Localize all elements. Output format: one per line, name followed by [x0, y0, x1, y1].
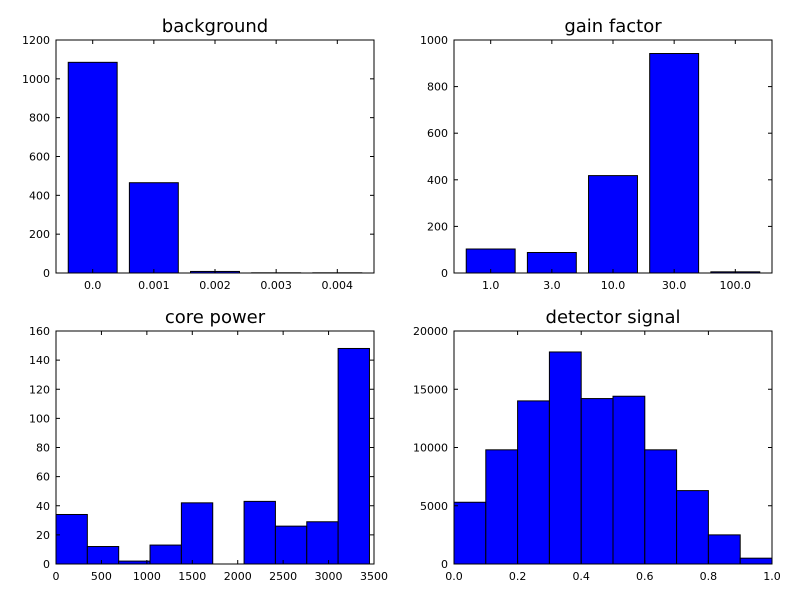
histogram-bin [180, 502, 214, 565]
x-tick-label: 3.0 [543, 279, 561, 292]
histogram-bin [274, 525, 308, 565]
x-tick-label: 1000 [133, 570, 161, 583]
bar-30.0 [649, 53, 700, 274]
plot-frame [55, 330, 375, 565]
y-tick-label: 0 [43, 558, 50, 571]
y-tick-label: 800 [29, 112, 50, 125]
histogram-bin [453, 501, 487, 565]
y-tick-label: 800 [427, 81, 448, 94]
x-tick-label: 10.0 [601, 279, 626, 292]
y-tick-label: 200 [29, 228, 50, 241]
plot-frame [453, 330, 773, 565]
y-tick-label: 120 [29, 383, 50, 396]
panel-gain-factor: gain factor 1.0 3.0 10.0 30.0 100.0 0 200 400 600… [420, 16, 773, 292]
chart-title: detector signal [546, 307, 681, 328]
y-tick-label: 200 [427, 220, 448, 233]
histogram-bin [517, 400, 550, 565]
y-tick-label: 140 [29, 354, 50, 367]
x-tick-label: 0.8 [700, 570, 718, 583]
x-tick-label: 0.0 [445, 570, 463, 583]
histogram-bin [485, 449, 519, 565]
x-tick-label: 0.6 [636, 570, 654, 583]
histogram-bin [243, 500, 276, 565]
bars [453, 351, 773, 565]
y-tick-label: 15000 [413, 383, 448, 396]
histogram-bin [306, 521, 339, 565]
chart-title: background [162, 16, 268, 37]
y-tick-label: 0 [441, 267, 448, 280]
y-tick-label: 0 [441, 558, 448, 571]
histogram-bin [707, 534, 741, 565]
y-tick-label: 10000 [413, 442, 448, 455]
chart-title: gain factor [564, 16, 662, 37]
x-tick-label: 1.0 [482, 279, 500, 292]
x-tick-label: 0.004 [322, 279, 354, 292]
histogram-bin [739, 557, 773, 565]
x-tick-label: 0.0 [84, 279, 102, 292]
x-tick-label: 3000 [315, 570, 343, 583]
histogram-bin [548, 351, 582, 565]
y-tick-label: 600 [427, 127, 448, 140]
y-tick-label: 0 [43, 267, 50, 280]
histogram-bin [580, 398, 614, 565]
y-tick-label: 80 [36, 442, 50, 455]
y-tick-label: 1000 [420, 34, 448, 47]
x-tick-label: 0.4 [572, 570, 590, 583]
y-tick-label: 1000 [22, 73, 50, 86]
x-tick-label: 500 [91, 570, 112, 583]
panel-detector-signal: detector signal 0.0 0.2 0.4 0.6 0.8 1.0 0 5000 10… [413, 307, 781, 583]
x-tick-label: 3500 [360, 570, 388, 583]
y-tick-label: 400 [29, 189, 50, 202]
x-tick-label: 0 [53, 570, 60, 583]
y-tick-label: 100 [29, 412, 50, 425]
histogram-bin [676, 490, 709, 565]
histogram-bin [612, 395, 646, 565]
y-tick-label: 5000 [420, 500, 448, 513]
histogram-bin [644, 449, 678, 565]
y-tick-label: 1200 [22, 34, 50, 47]
panel-core-power: core power 0 500 1000 1500 2000 2500 3000 3500 0 2… [29, 307, 388, 583]
y-tick-label: 400 [427, 174, 448, 187]
x-tick-label: 100.0 [720, 279, 752, 292]
bar-10.0 [588, 175, 638, 274]
x-tick-label: 2500 [269, 570, 297, 583]
x-tick-label: 0.2 [509, 570, 527, 583]
histogram-bin [86, 546, 120, 565]
x-tick-label: 0.002 [199, 279, 231, 292]
y-tick-label: 600 [29, 151, 50, 164]
chart-title: core power [165, 307, 266, 328]
y-tick-label: 20 [36, 529, 50, 542]
x-tick-label: 0.003 [260, 279, 292, 292]
histogram-bin [55, 513, 88, 565]
plot-frame [55, 39, 375, 274]
histogram-bin [337, 347, 370, 565]
y-tick-label: 60 [36, 471, 50, 484]
x-tick-label: 30.0 [662, 279, 687, 292]
y-tick-label: 160 [29, 325, 50, 338]
x-tick-label: 1500 [178, 570, 206, 583]
plot-frame [453, 39, 773, 274]
bars [67, 61, 363, 274]
x-tick-label: 2000 [224, 570, 252, 583]
bars [465, 53, 761, 274]
x-tick-label: 1.0 [763, 570, 781, 583]
panel-background: background 0.0 0.001 0.002 0.003 0.004 0 200 400… [22, 16, 375, 292]
bar-0.0 [67, 61, 118, 274]
x-tick-label: 0.001 [138, 279, 170, 292]
y-tick-label: 40 [36, 500, 50, 513]
y-tick-label: 20000 [413, 325, 448, 338]
bar-0.001 [128, 182, 179, 274]
histogram-bin [149, 544, 182, 565]
bars [55, 347, 370, 565]
